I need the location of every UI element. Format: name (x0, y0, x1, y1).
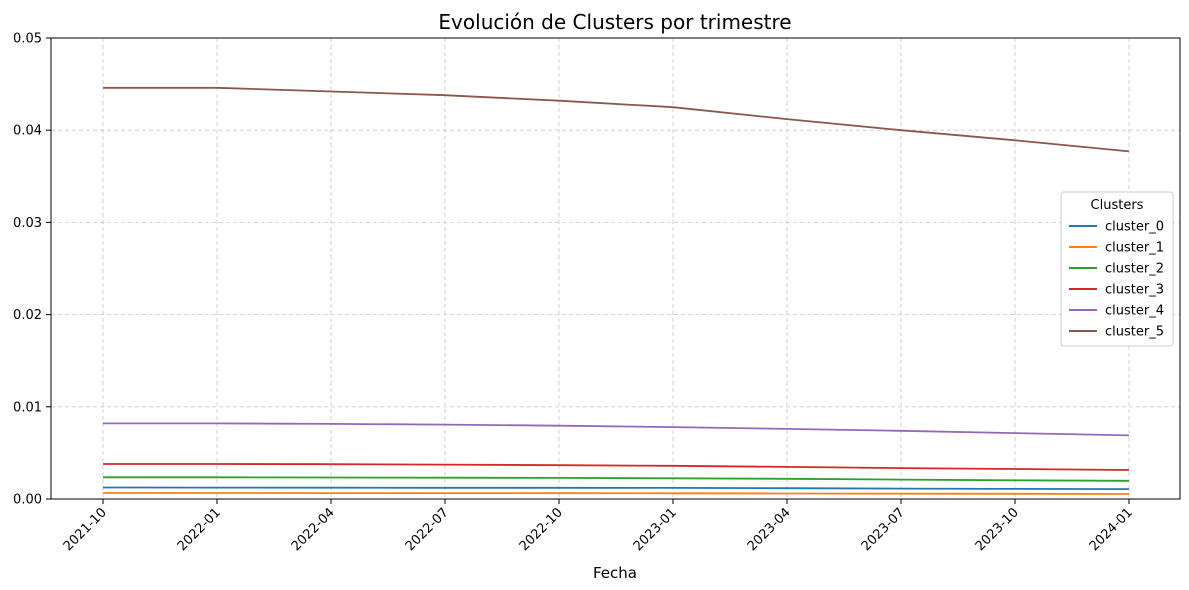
chart-title: Evolución de Clusters por trimestre (438, 10, 791, 34)
legend-label-cluster_5: cluster_5 (1105, 325, 1164, 340)
series-line-cluster_2 (103, 476, 1130, 482)
y-axis: 0.00 0.01 0.02 0.03 0.04 0.05 (13, 32, 51, 508)
x-tick-label: 2024-01 (1087, 505, 1136, 554)
y-tick-label: 0.04 (13, 124, 42, 139)
legend-label-cluster_2: cluster_2 (1105, 262, 1164, 277)
x-tick-label: 2023-01 (631, 505, 680, 554)
series-line-cluster_3 (103, 463, 1130, 471)
legend-box (1060, 191, 1174, 347)
y-tick-label: 0.03 (13, 216, 42, 231)
series-lines (102, 86, 1130, 495)
x-tick-label: 2023-10 (973, 505, 1022, 554)
legend-label-cluster_4: cluster_4 (1105, 304, 1164, 319)
x-tick-label: 2021-10 (61, 505, 110, 554)
x-tick-label: 2023-07 (859, 505, 908, 554)
series-line-cluster_5 (103, 86, 1130, 153)
x-tick-label: 2022-04 (289, 505, 338, 554)
x-tick-label: 2022-07 (403, 505, 452, 554)
grid (51, 37, 1180, 500)
x-tick-label: 2022-01 (175, 505, 224, 554)
y-tick-label: 0.02 (13, 308, 42, 323)
legend-label-cluster_3: cluster_3 (1105, 283, 1164, 298)
x-tick-label: 2023-04 (745, 505, 794, 554)
x-axis: 2021-10 2022-01 2022-04 2022-07 2022-10 2023-… (61, 499, 1136, 554)
x-axis-label: Fecha (593, 564, 637, 582)
y-tick-label: 0.01 (13, 400, 42, 415)
y-tick-label: 0.00 (13, 493, 42, 508)
legend-title: Clusters (1091, 198, 1144, 213)
x-tick-label: 2022-10 (517, 505, 566, 554)
series-line-cluster_0 (102, 486, 1130, 491)
legend-label-cluster_0: cluster_0 (1105, 220, 1164, 235)
series-line-cluster_4 (103, 422, 1130, 437)
legend-label-cluster_1: cluster_1 (1105, 241, 1164, 256)
series-line-cluster_1 (103, 492, 1130, 495)
y-tick-label: 0.05 (13, 32, 42, 47)
plot-frame (50, 37, 1181, 500)
legend: Clusters cluster_0 cluster_1 cluster_2clust… (1060, 191, 1174, 347)
